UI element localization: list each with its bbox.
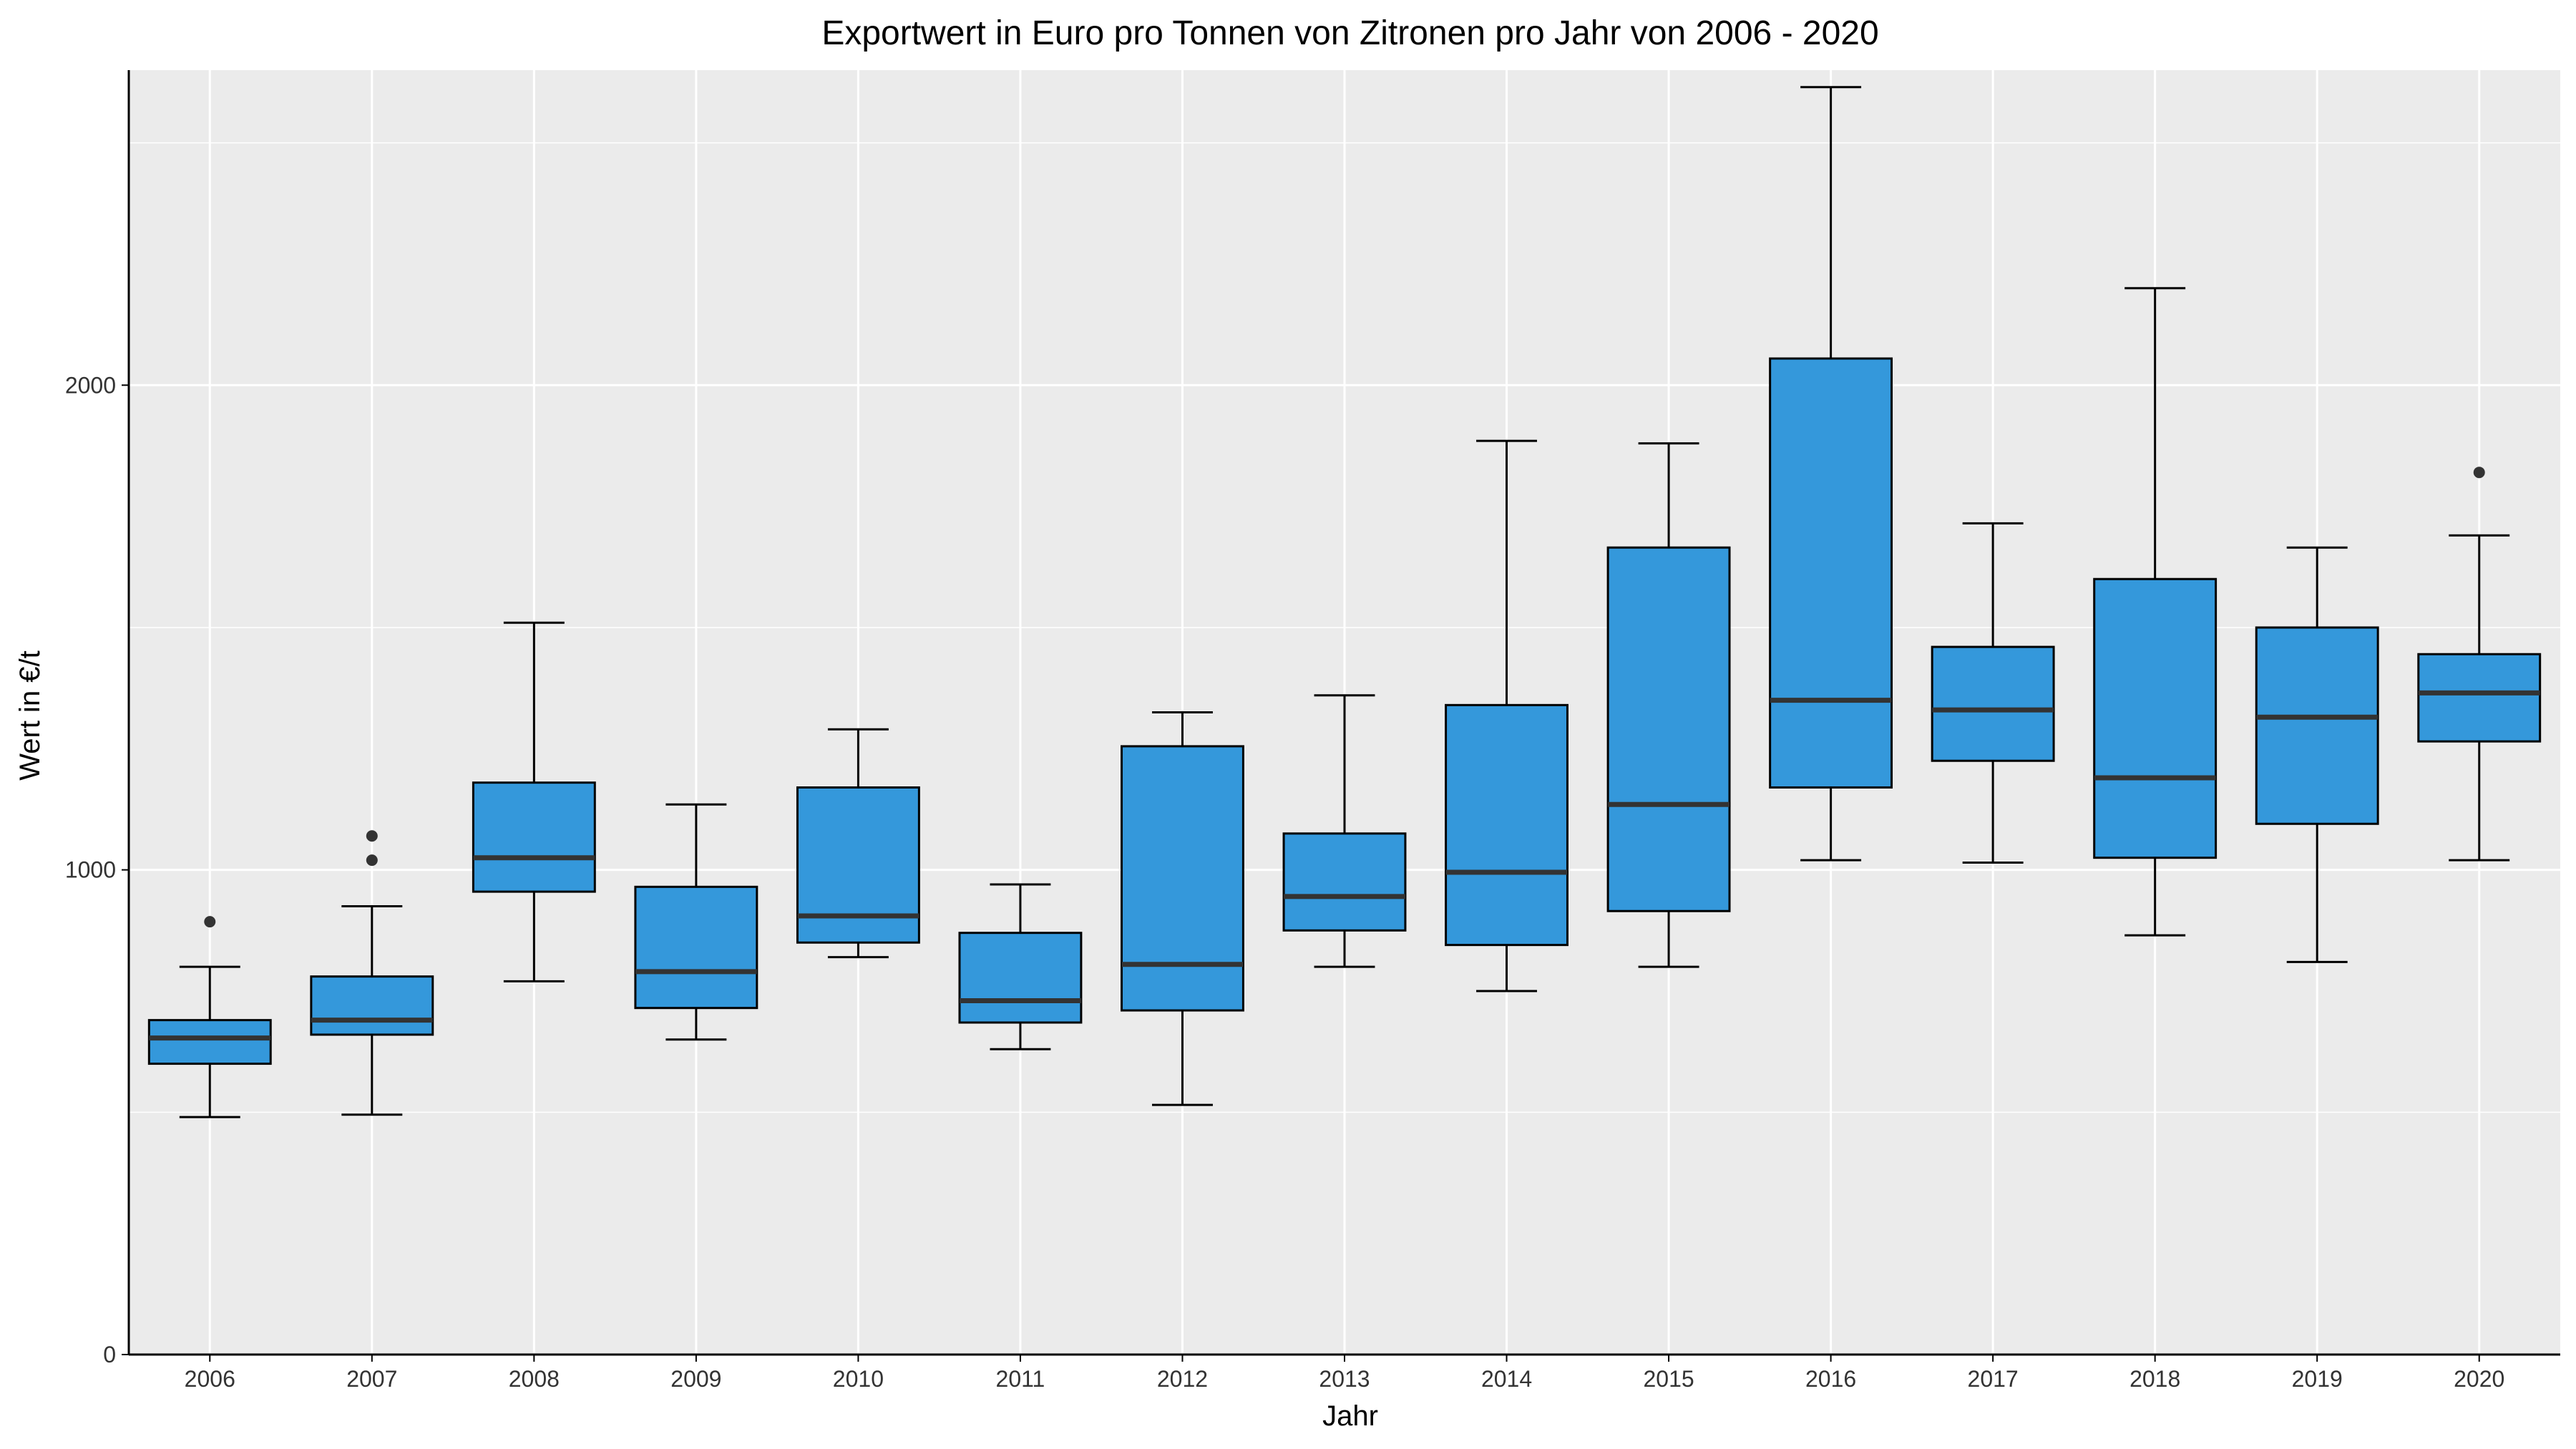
- box-2011: [958, 883, 1083, 1050]
- axes: 0 1000 2000 2006 2007 2008 2009 2010 2011 2012 201…: [65, 70, 2560, 1392]
- box-2007: [310, 830, 434, 1116]
- iqr-box: [2417, 653, 2542, 743]
- x-tick-label: 2011: [996, 1366, 1045, 1392]
- box-2014: [1445, 439, 1568, 992]
- x-tick-label: 2008: [509, 1366, 560, 1392]
- box-2009: [634, 803, 758, 1041]
- x-tick-label: 2016: [1805, 1366, 1856, 1392]
- x-tick-label: 2014: [1481, 1366, 1532, 1392]
- outlier-point: [366, 854, 378, 867]
- box-2013: [1282, 694, 1407, 968]
- box-2019: [2255, 546, 2379, 963]
- iqr-box: [2093, 577, 2218, 859]
- box-2006: [147, 916, 272, 1118]
- outlier-point: [204, 916, 216, 928]
- box-2015: [1606, 442, 1731, 968]
- box-2012: [1121, 711, 1244, 1106]
- iqr-box: [796, 786, 920, 944]
- iqr-box: [1606, 546, 1731, 912]
- iqr-box: [1445, 703, 1568, 947]
- iqr-box: [634, 885, 758, 1010]
- x-axis-title: Jahr: [1322, 1400, 1378, 1432]
- y-axis-title: Wert in €/t: [14, 650, 46, 781]
- iqr-box: [2255, 626, 2379, 825]
- iqr-box: [1121, 745, 1244, 1012]
- box-2017: [1931, 522, 2055, 864]
- iqr-box: [147, 1019, 272, 1065]
- x-tick-label: 2018: [2129, 1366, 2180, 1392]
- x-tick-label: 2015: [1643, 1366, 1694, 1392]
- x-tick-label: 2006: [185, 1366, 235, 1392]
- x-tick-label: 2019: [2292, 1366, 2343, 1392]
- x-tick-label: 2012: [1157, 1366, 1208, 1392]
- iqr-box: [1282, 832, 1407, 932]
- x-tick-label: 2017: [1968, 1366, 2019, 1392]
- x-tick-label: 2020: [2454, 1366, 2504, 1392]
- iqr-box: [958, 932, 1083, 1024]
- iqr-box: [310, 975, 434, 1036]
- y-tick-label: 0: [103, 1342, 116, 1367]
- y-tick-label: 1000: [65, 857, 116, 883]
- outlier-point: [2473, 467, 2485, 479]
- x-tick-label: 2009: [670, 1366, 721, 1392]
- box-2018: [2093, 287, 2218, 937]
- box-2020: [2417, 467, 2542, 862]
- chart-title: Exportwert in Euro pro Tonnen von Zitron…: [821, 14, 1878, 52]
- x-tick-label: 2007: [346, 1366, 397, 1392]
- iqr-box: [1769, 357, 1893, 789]
- y-tick-label: 2000: [65, 372, 116, 398]
- iqr-box: [1931, 645, 2055, 762]
- x-tick-label: 2010: [833, 1366, 884, 1392]
- box-2008: [472, 621, 596, 982]
- boxes: [147, 86, 2542, 1118]
- x-tick-label: 2013: [1319, 1366, 1370, 1392]
- outlier-point: [366, 830, 378, 842]
- box-2010: [796, 728, 920, 959]
- box-2016: [1769, 86, 1893, 862]
- iqr-box: [472, 781, 596, 893]
